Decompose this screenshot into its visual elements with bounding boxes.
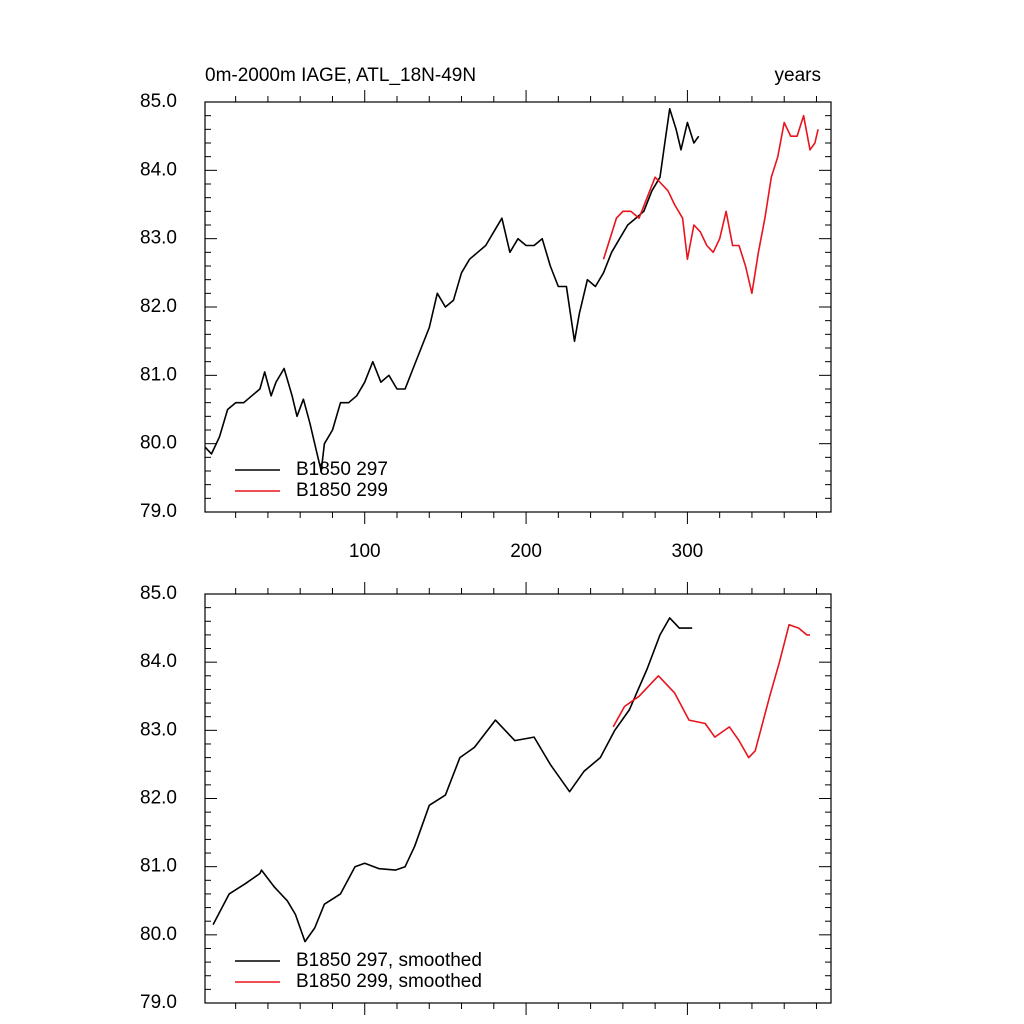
legend-label: B1850 299	[296, 480, 388, 501]
y-tick-label: 85.0	[140, 583, 177, 604]
chart-title-right: years	[775, 65, 821, 86]
y-tick-label: 84.0	[140, 159, 177, 180]
series-line	[612, 623, 810, 759]
x-tick-label: 200	[510, 541, 542, 562]
series-line	[204, 108, 700, 472]
legend-label: B1850 299, smoothed	[296, 971, 482, 992]
y-tick-label: 80.0	[140, 924, 177, 945]
y-tick-label: 84.0	[140, 651, 177, 672]
plot-frame	[204, 101, 832, 513]
y-tick-label: 81.0	[140, 856, 177, 877]
y-tick-label: 85.0	[140, 91, 177, 112]
y-tick-label: 82.0	[140, 788, 177, 809]
chart-title: 0m-2000m IAGE, ATL_18N-49N	[205, 65, 476, 86]
y-tick-label: 79.0	[140, 501, 177, 522]
y-tick-label: 83.0	[140, 719, 177, 740]
legend-label: B1850 297, smoothed	[296, 950, 482, 971]
y-tick-label: 83.0	[140, 228, 177, 249]
legend-label: B1850 297	[296, 459, 388, 480]
x-tick-label: 100	[349, 541, 381, 562]
x-tick-label: 300	[672, 541, 704, 562]
y-tick-label: 79.0	[140, 992, 177, 1013]
y-tick-label: 81.0	[140, 364, 177, 385]
y-tick-label: 80.0	[140, 433, 177, 454]
series-line	[602, 114, 819, 295]
plot-frame	[204, 593, 832, 1004]
series-line	[212, 617, 693, 943]
y-tick-label: 82.0	[140, 296, 177, 317]
